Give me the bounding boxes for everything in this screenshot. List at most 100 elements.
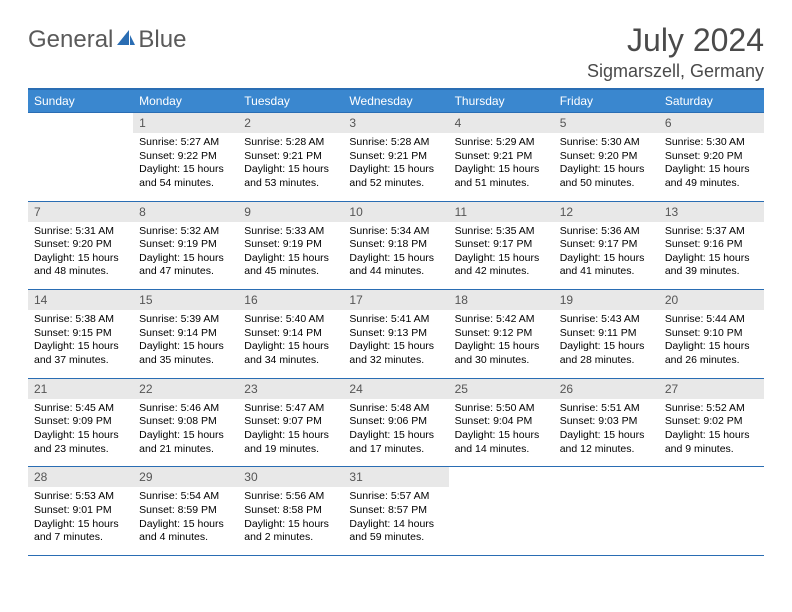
sunset-line: Sunset: 9:03 PM bbox=[560, 415, 653, 429]
day-cell: 6Sunrise: 5:30 AMSunset: 9:20 PMDaylight… bbox=[659, 113, 764, 202]
day-number: 3 bbox=[343, 113, 448, 133]
day-number: 7 bbox=[28, 202, 133, 222]
day-details: Sunrise: 5:43 AMSunset: 9:11 PMDaylight:… bbox=[554, 310, 659, 378]
day-details: Sunrise: 5:28 AMSunset: 9:21 PMDaylight:… bbox=[343, 133, 448, 201]
sunrise-line: Sunrise: 5:41 AM bbox=[349, 313, 442, 327]
day-cell: 29Sunrise: 5:54 AMSunset: 8:59 PMDayligh… bbox=[133, 467, 238, 556]
sail-icon bbox=[115, 28, 137, 53]
day-number: 18 bbox=[449, 290, 554, 310]
day-number: 4 bbox=[449, 113, 554, 133]
day-details: Sunrise: 5:52 AMSunset: 9:02 PMDaylight:… bbox=[659, 399, 764, 467]
day-number: 28 bbox=[28, 467, 133, 487]
sunrise-line: Sunrise: 5:39 AM bbox=[139, 313, 232, 327]
sunrise-line: Sunrise: 5:54 AM bbox=[139, 490, 232, 504]
week-row: 28Sunrise: 5:53 AMSunset: 9:01 PMDayligh… bbox=[28, 467, 764, 556]
day-number: 29 bbox=[133, 467, 238, 487]
sunset-line: Sunset: 9:19 PM bbox=[139, 238, 232, 252]
sunset-line: Sunset: 9:04 PM bbox=[455, 415, 548, 429]
day-details: Sunrise: 5:42 AMSunset: 9:12 PMDaylight:… bbox=[449, 310, 554, 378]
day-cell: 28Sunrise: 5:53 AMSunset: 9:01 PMDayligh… bbox=[28, 467, 133, 556]
day-details: Sunrise: 5:29 AMSunset: 9:21 PMDaylight:… bbox=[449, 133, 554, 201]
sunset-line: Sunset: 9:13 PM bbox=[349, 327, 442, 341]
calendar-body: 1Sunrise: 5:27 AMSunset: 9:22 PMDaylight… bbox=[28, 113, 764, 556]
daylight-line: Daylight: 15 hours and 17 minutes. bbox=[349, 429, 442, 456]
sunrise-line: Sunrise: 5:53 AM bbox=[34, 490, 127, 504]
day-cell: 23Sunrise: 5:47 AMSunset: 9:07 PMDayligh… bbox=[238, 378, 343, 467]
sunrise-line: Sunrise: 5:42 AM bbox=[455, 313, 548, 327]
daylight-line: Daylight: 15 hours and 34 minutes. bbox=[244, 340, 337, 367]
day-number: 25 bbox=[449, 379, 554, 399]
sunrise-line: Sunrise: 5:40 AM bbox=[244, 313, 337, 327]
sunset-line: Sunset: 9:19 PM bbox=[244, 238, 337, 252]
sunrise-line: Sunrise: 5:44 AM bbox=[665, 313, 758, 327]
day-cell: 26Sunrise: 5:51 AMSunset: 9:03 PMDayligh… bbox=[554, 378, 659, 467]
day-cell: 18Sunrise: 5:42 AMSunset: 9:12 PMDayligh… bbox=[449, 290, 554, 379]
calendar-page: General Blue July 2024 Sigmarszell, Germ… bbox=[0, 0, 792, 578]
sunrise-line: Sunrise: 5:51 AM bbox=[560, 402, 653, 416]
logo: General Blue bbox=[28, 26, 186, 54]
day-details: Sunrise: 5:47 AMSunset: 9:07 PMDaylight:… bbox=[238, 399, 343, 467]
day-cell: 25Sunrise: 5:50 AMSunset: 9:04 PMDayligh… bbox=[449, 378, 554, 467]
day-number: 12 bbox=[554, 202, 659, 222]
sunset-line: Sunset: 9:10 PM bbox=[665, 327, 758, 341]
sunrise-line: Sunrise: 5:50 AM bbox=[455, 402, 548, 416]
sunset-line: Sunset: 9:09 PM bbox=[34, 415, 127, 429]
day-cell bbox=[28, 113, 133, 202]
daylight-line: Daylight: 15 hours and 4 minutes. bbox=[139, 518, 232, 545]
daylight-line: Daylight: 15 hours and 39 minutes. bbox=[665, 252, 758, 279]
daylight-line: Daylight: 15 hours and 51 minutes. bbox=[455, 163, 548, 190]
sunset-line: Sunset: 9:01 PM bbox=[34, 504, 127, 518]
sunset-line: Sunset: 9:11 PM bbox=[560, 327, 653, 341]
day-details: Sunrise: 5:36 AMSunset: 9:17 PMDaylight:… bbox=[554, 222, 659, 290]
sunrise-line: Sunrise: 5:29 AM bbox=[455, 136, 548, 150]
daylight-line: Daylight: 15 hours and 45 minutes. bbox=[244, 252, 337, 279]
day-details: Sunrise: 5:46 AMSunset: 9:08 PMDaylight:… bbox=[133, 399, 238, 467]
day-details: Sunrise: 5:27 AMSunset: 9:22 PMDaylight:… bbox=[133, 133, 238, 201]
sunrise-line: Sunrise: 5:38 AM bbox=[34, 313, 127, 327]
day-cell bbox=[659, 467, 764, 556]
day-details: Sunrise: 5:53 AMSunset: 9:01 PMDaylight:… bbox=[28, 487, 133, 555]
day-details: Sunrise: 5:28 AMSunset: 9:21 PMDaylight:… bbox=[238, 133, 343, 201]
day-number: 6 bbox=[659, 113, 764, 133]
day-details bbox=[449, 487, 554, 549]
day-number: 14 bbox=[28, 290, 133, 310]
day-number bbox=[554, 467, 659, 487]
day-details: Sunrise: 5:48 AMSunset: 9:06 PMDaylight:… bbox=[343, 399, 448, 467]
sunrise-line: Sunrise: 5:52 AM bbox=[665, 402, 758, 416]
sunrise-line: Sunrise: 5:46 AM bbox=[139, 402, 232, 416]
daylight-line: Daylight: 15 hours and 23 minutes. bbox=[34, 429, 127, 456]
day-cell: 20Sunrise: 5:44 AMSunset: 9:10 PMDayligh… bbox=[659, 290, 764, 379]
day-cell: 27Sunrise: 5:52 AMSunset: 9:02 PMDayligh… bbox=[659, 378, 764, 467]
day-details: Sunrise: 5:34 AMSunset: 9:18 PMDaylight:… bbox=[343, 222, 448, 290]
day-number: 5 bbox=[554, 113, 659, 133]
day-cell: 17Sunrise: 5:41 AMSunset: 9:13 PMDayligh… bbox=[343, 290, 448, 379]
sunset-line: Sunset: 9:17 PM bbox=[560, 238, 653, 252]
sunrise-line: Sunrise: 5:37 AM bbox=[665, 225, 758, 239]
sunset-line: Sunset: 8:57 PM bbox=[349, 504, 442, 518]
weekday-header: Sunday bbox=[28, 89, 133, 113]
sunrise-line: Sunrise: 5:57 AM bbox=[349, 490, 442, 504]
day-details: Sunrise: 5:57 AMSunset: 8:57 PMDaylight:… bbox=[343, 487, 448, 555]
daylight-line: Daylight: 15 hours and 44 minutes. bbox=[349, 252, 442, 279]
day-details: Sunrise: 5:38 AMSunset: 9:15 PMDaylight:… bbox=[28, 310, 133, 378]
day-number bbox=[659, 467, 764, 487]
daylight-line: Daylight: 15 hours and 52 minutes. bbox=[349, 163, 442, 190]
day-cell: 10Sunrise: 5:34 AMSunset: 9:18 PMDayligh… bbox=[343, 201, 448, 290]
sunset-line: Sunset: 9:14 PM bbox=[139, 327, 232, 341]
sunrise-line: Sunrise: 5:34 AM bbox=[349, 225, 442, 239]
day-cell: 19Sunrise: 5:43 AMSunset: 9:11 PMDayligh… bbox=[554, 290, 659, 379]
sunrise-line: Sunrise: 5:33 AM bbox=[244, 225, 337, 239]
sunset-line: Sunset: 9:20 PM bbox=[34, 238, 127, 252]
sunrise-line: Sunrise: 5:47 AM bbox=[244, 402, 337, 416]
day-number: 9 bbox=[238, 202, 343, 222]
day-number: 17 bbox=[343, 290, 448, 310]
day-number: 19 bbox=[554, 290, 659, 310]
page-header: General Blue July 2024 Sigmarszell, Germ… bbox=[28, 22, 764, 82]
day-cell: 16Sunrise: 5:40 AMSunset: 9:14 PMDayligh… bbox=[238, 290, 343, 379]
sunrise-line: Sunrise: 5:43 AM bbox=[560, 313, 653, 327]
daylight-line: Daylight: 14 hours and 59 minutes. bbox=[349, 518, 442, 545]
day-cell: 8Sunrise: 5:32 AMSunset: 9:19 PMDaylight… bbox=[133, 201, 238, 290]
day-details: Sunrise: 5:30 AMSunset: 9:20 PMDaylight:… bbox=[554, 133, 659, 201]
sunset-line: Sunset: 9:22 PM bbox=[139, 150, 232, 164]
daylight-line: Daylight: 15 hours and 26 minutes. bbox=[665, 340, 758, 367]
